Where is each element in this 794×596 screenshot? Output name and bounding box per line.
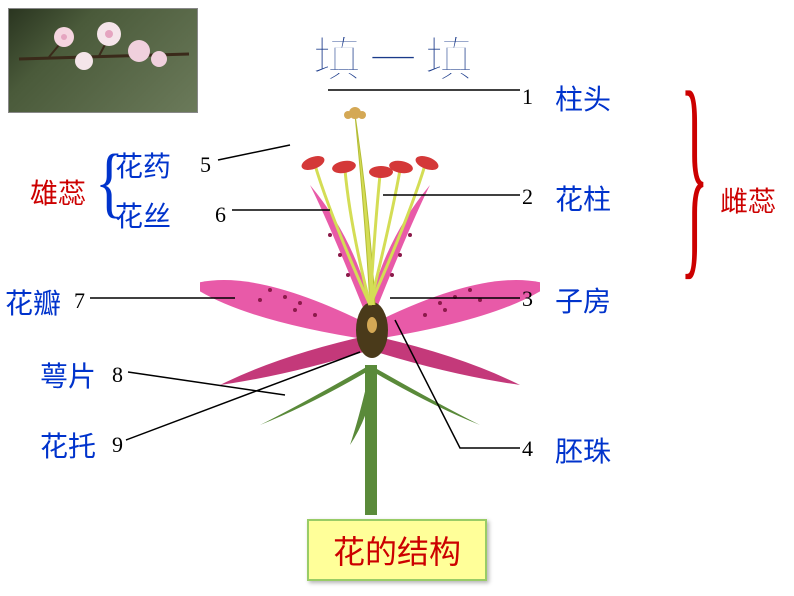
label-num-5: 5 [200,152,211,178]
label-num-4: 4 [522,436,533,462]
label-huatuo: 花托 [40,425,96,465]
label-num-9: 9 [112,432,123,458]
label-num-8: 8 [112,362,123,388]
label-zifang: 子房 [555,280,611,320]
peach-blossom-illustration [9,9,199,114]
label-num-7: 7 [74,288,85,314]
label-xiongrui: 雄蕊 [30,172,86,212]
label-num-6: 6 [215,202,226,228]
label-huazhu: 花柱 [555,178,611,218]
brace-left-icon: { [95,138,124,228]
flower-diagram [200,75,540,515]
corner-photo [8,8,198,113]
label-cirui: 雌蕊 [720,180,776,220]
label-num-1: 1 [522,84,533,110]
label-epian: 萼片 [40,355,96,395]
bottom-caption: 花的结构 [307,519,487,581]
brace-right-icon: } [680,43,709,305]
label-peizhu: 胚珠 [555,430,611,470]
label-num-3: 3 [522,286,533,312]
label-num-2: 2 [522,184,533,210]
label-huaban: 花瓣 [5,282,61,322]
label-zhutou: 柱头 [555,78,611,118]
